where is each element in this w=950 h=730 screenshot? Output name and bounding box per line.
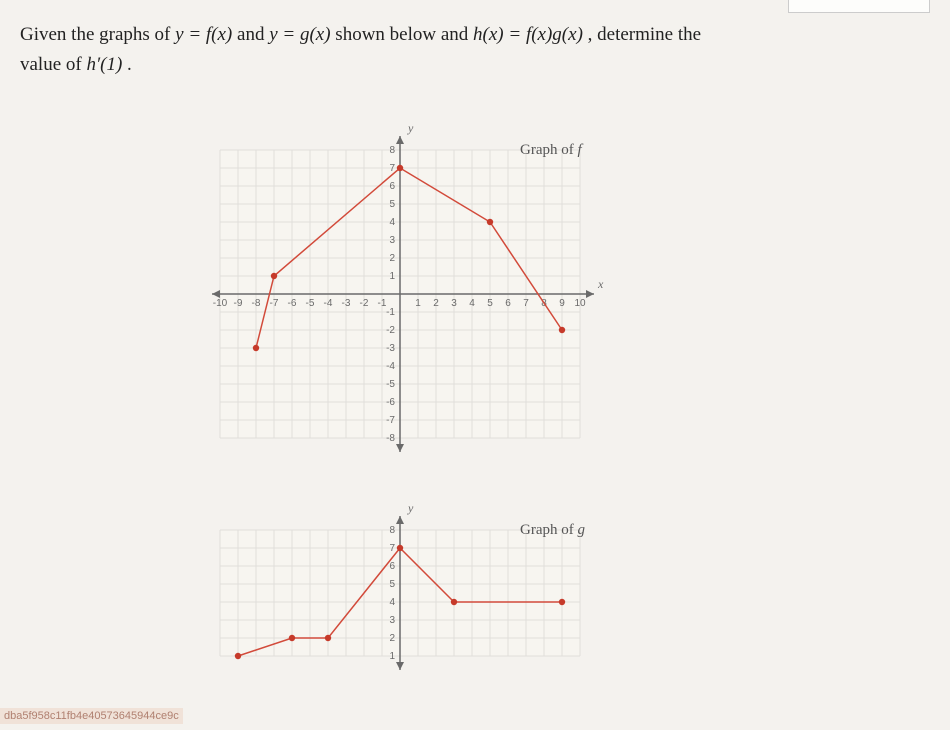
equation-y-fx: y = f(x) (175, 24, 232, 45)
svg-text:-5: -5 (386, 379, 395, 390)
top-right-box (788, 0, 930, 13)
text-fragment: and (237, 24, 269, 45)
text-fragment: shown below and (335, 24, 473, 45)
problem-statement: Given the graphs of y = f(x) and y = g(x… (20, 20, 910, 81)
svg-text:-7: -7 (270, 298, 279, 309)
text-fragment: , determine the (588, 24, 701, 45)
svg-text:6: 6 (505, 298, 511, 309)
svg-text:5: 5 (389, 199, 395, 210)
svg-text:-7: -7 (386, 415, 395, 426)
svg-text:-9: -9 (234, 298, 243, 309)
svg-text:4: 4 (389, 597, 395, 608)
svg-text:1: 1 (389, 271, 395, 282)
svg-text:5: 5 (487, 298, 493, 309)
svg-text:2: 2 (389, 633, 395, 644)
svg-text:3: 3 (389, 235, 395, 246)
graph-f-container: -10 -9 -8 -7 -6 -5 -4 -3 -2 -1 1 2 3 4 5 6 7 8 9 10 -8 -7 -6 -5… (180, 120, 620, 473)
svg-text:-2: -2 (386, 325, 395, 336)
svg-text:-2: -2 (360, 298, 369, 309)
svg-text:8: 8 (389, 145, 395, 156)
equation-y-gx: y = g(x) (269, 24, 330, 45)
svg-text:10: 10 (574, 298, 586, 309)
graph-g-container: 1 2 3 4 5 6 7 8 y Graph of g (180, 500, 620, 691)
svg-text:-3: -3 (342, 298, 351, 309)
svg-text:-6: -6 (288, 298, 297, 309)
svg-text:3: 3 (451, 298, 457, 309)
svg-text:-8: -8 (252, 298, 261, 309)
equation-hprime1: h′(1) (86, 54, 122, 75)
svg-text:-8: -8 (386, 433, 395, 444)
text-fragment: Given the graphs of (20, 24, 175, 45)
svg-text:-10: -10 (213, 298, 228, 309)
svg-text:y: y (407, 121, 414, 135)
svg-text:4: 4 (469, 298, 475, 309)
svg-text:3: 3 (389, 615, 395, 626)
svg-text:Graph of f: Graph of f (520, 142, 583, 158)
svg-text:1: 1 (389, 651, 395, 662)
equation-hx: h(x) = f(x)g(x) (473, 24, 583, 45)
svg-text:-6: -6 (386, 397, 395, 408)
watermark: dba5f958c11fb4e40573645944ce9c (0, 708, 183, 724)
svg-text:6: 6 (389, 561, 395, 572)
svg-text:-4: -4 (324, 298, 333, 309)
text-fragment: value of (20, 54, 86, 75)
svg-text:-3: -3 (386, 343, 395, 354)
text-fragment: . (127, 54, 132, 75)
svg-text:4: 4 (389, 217, 395, 228)
svg-text:1: 1 (415, 298, 421, 309)
svg-text:6: 6 (389, 181, 395, 192)
svg-text:x: x (597, 277, 604, 291)
svg-text:-4: -4 (386, 361, 395, 372)
graph-f: -10 -9 -8 -7 -6 -5 -4 -3 -2 -1 1 2 3 4 5 6 7 8 9 10 -8 -7 -6 -5… (180, 120, 620, 468)
graph-g: 1 2 3 4 5 6 7 8 y Graph of g (180, 500, 620, 686)
svg-text:Graph of g: Graph of g (520, 522, 585, 538)
svg-text:8: 8 (389, 525, 395, 536)
svg-text:7: 7 (523, 298, 529, 309)
svg-text:-5: -5 (306, 298, 315, 309)
svg-text:2: 2 (433, 298, 439, 309)
svg-text:9: 9 (559, 298, 565, 309)
svg-text:2: 2 (389, 253, 395, 264)
svg-text:7: 7 (389, 543, 395, 554)
svg-text:-1: -1 (386, 307, 395, 318)
svg-text:y: y (407, 501, 414, 515)
svg-text:5: 5 (389, 579, 395, 590)
